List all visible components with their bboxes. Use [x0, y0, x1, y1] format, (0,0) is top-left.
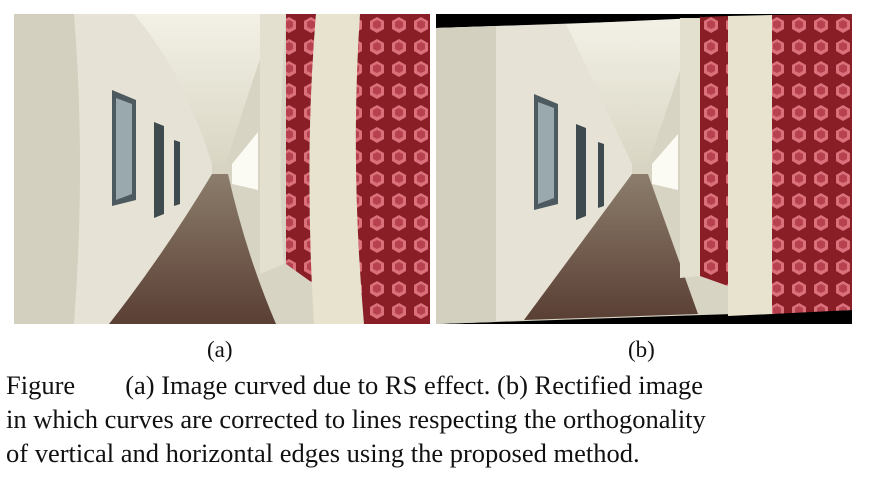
corridor-photo-rectified: [436, 14, 852, 324]
caption-line-2: in which curves are corrected to lines r…: [6, 404, 706, 434]
caption-line-1: Figure (a) Image curved due to RS effect.…: [6, 368, 862, 402]
caption-line-3: of vertical and horizontal edges using t…: [6, 438, 640, 468]
corridor-photo-curved: [14, 14, 430, 324]
subfigure-label-b: (b): [628, 337, 655, 362]
caption-line-1-text: (a) Image curved due to RS effect. (b) R…: [125, 370, 704, 400]
subfigure-label-a: (a): [207, 337, 233, 362]
caption-prefix: Figure: [6, 370, 76, 400]
figure-caption: Figure (a) Image curved due to RS effect.…: [6, 368, 862, 470]
